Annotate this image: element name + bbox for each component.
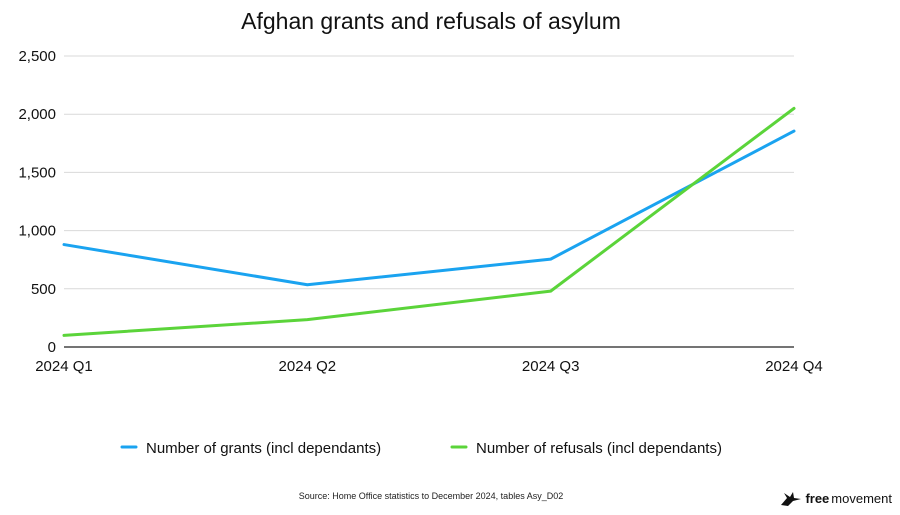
x-tick-label: 2024 Q4 [765, 358, 823, 375]
series-line-refusals [62, 106, 796, 337]
source-note: Source: Home Office statistics to Decemb… [298, 491, 564, 501]
legend-label: Number of grants (incl dependants) [146, 440, 381, 457]
x-tick-label: 2024 Q3 [522, 358, 580, 375]
chart-title: Afghan grants and refusals of asylum [241, 8, 621, 34]
gridlines [64, 55, 794, 348]
brand-name-bold: free [805, 490, 830, 506]
y-tick-label: 1,000 [18, 223, 56, 240]
x-axis-ticks: 2024 Q1 2024 Q2 2024 Q3 2024 Q4 [35, 358, 823, 375]
y-tick-label: 0 [48, 339, 56, 356]
series-line-grants [62, 129, 796, 287]
x-tick-label: 2024 Q2 [279, 358, 337, 375]
y-tick-label: 2,500 [18, 48, 56, 65]
brand-name-light: movement [831, 490, 892, 506]
legend-label: Number of refusals (incl dependants) [476, 440, 722, 457]
bird-icon [781, 492, 802, 506]
y-axis-ticks: 0 500 1,000 1,500 2,000 2,500 [18, 48, 56, 356]
legend: Number of grants (incl dependants) Number… [120, 440, 722, 457]
y-tick-label: 1,500 [18, 164, 56, 181]
y-tick-label: 2,000 [18, 106, 56, 123]
x-tick-label: 2024 Q1 [35, 358, 93, 375]
series-lines [62, 106, 796, 337]
brand-logo: free movement [779, 489, 892, 507]
y-tick-label: 500 [31, 281, 56, 298]
